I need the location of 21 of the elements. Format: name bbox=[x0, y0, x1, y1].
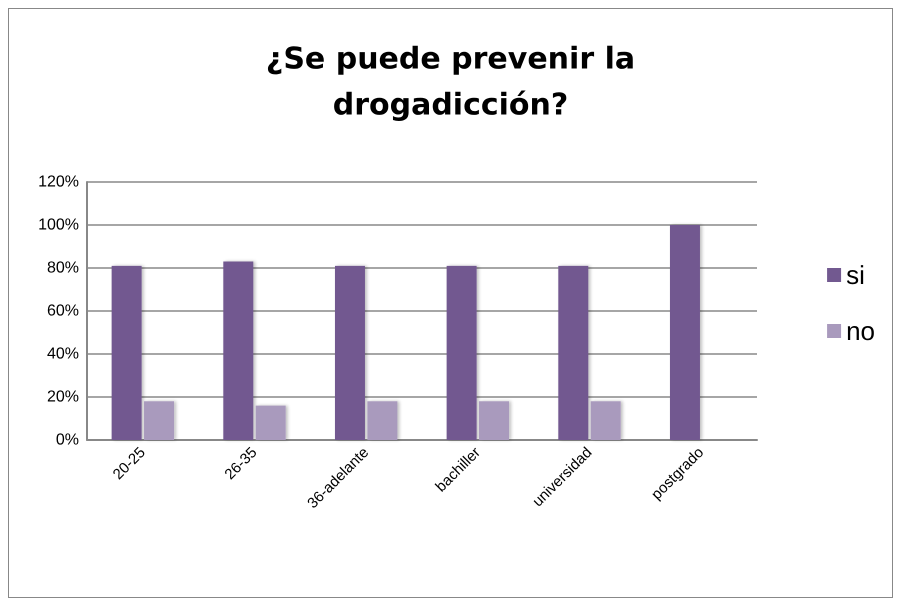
bar bbox=[558, 266, 588, 440]
bar bbox=[256, 406, 286, 440]
chart-title: ¿Se puede prevenir la drogadicción? bbox=[266, 42, 636, 122]
y-tick-label: 60% bbox=[46, 302, 79, 320]
bar bbox=[367, 401, 398, 440]
legend-label: si bbox=[846, 260, 865, 290]
y-tick-label: 20% bbox=[46, 388, 79, 406]
bar bbox=[479, 401, 510, 440]
bar bbox=[670, 225, 700, 440]
y-tick-label: 100% bbox=[38, 216, 79, 234]
bar bbox=[334, 266, 365, 440]
y-tick-label: 40% bbox=[46, 346, 79, 362]
y-tick-label: 0% bbox=[56, 432, 79, 448]
bar bbox=[144, 401, 174, 440]
bar bbox=[590, 401, 621, 440]
y-tick-label: 120% bbox=[38, 174, 79, 190]
y-tick-label: 80% bbox=[46, 260, 79, 276]
bar bbox=[112, 266, 142, 440]
bar bbox=[446, 266, 477, 440]
bar bbox=[223, 262, 254, 440]
legend-label: no bbox=[846, 316, 875, 346]
